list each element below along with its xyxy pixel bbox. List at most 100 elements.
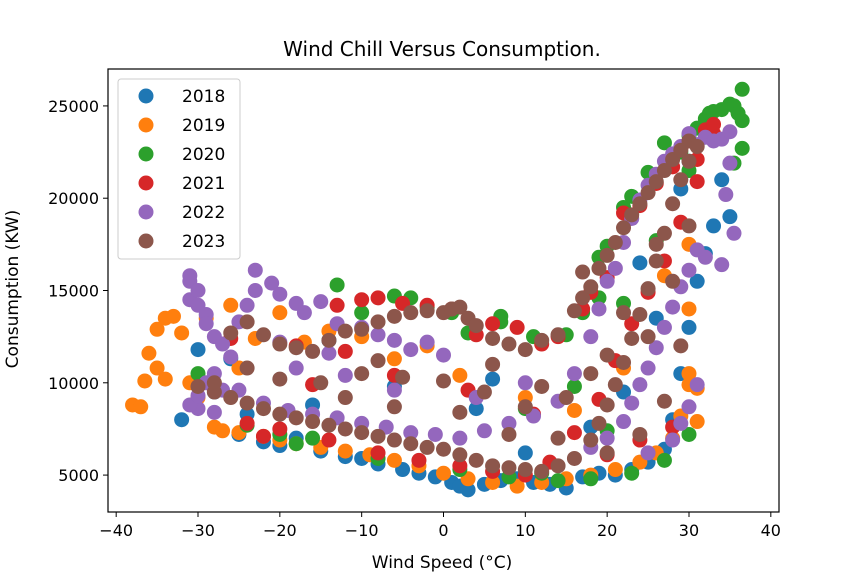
point-2023-79 (354, 366, 370, 382)
point-2023-61 (452, 447, 468, 463)
legend-label-2023: 2023 (182, 232, 225, 252)
point-2019-4 (149, 360, 165, 376)
point-2022-43 (476, 423, 492, 439)
point-2019-38 (681, 301, 697, 317)
point-2022-19 (247, 283, 263, 298)
point-2023-89 (337, 390, 353, 406)
point-2023-76 (206, 384, 222, 400)
point-2023-99 (632, 426, 648, 442)
point-2023-36 (656, 163, 672, 179)
point-2019-36 (689, 414, 705, 430)
point-2023-7 (305, 343, 321, 359)
point-2023-0 (190, 378, 206, 394)
point-2019-41 (223, 297, 239, 313)
point-2022-67 (718, 187, 734, 203)
point-2018-41 (468, 401, 484, 417)
point-2020-47 (681, 426, 697, 442)
point-2023-44 (656, 225, 672, 241)
point-2021-40 (370, 445, 386, 461)
point-2023-30 (607, 235, 623, 251)
point-2023-9 (337, 323, 353, 339)
point-2022-32 (436, 347, 451, 363)
point-2022-10 (206, 404, 222, 420)
point-2023-90 (386, 399, 402, 415)
point-2022-18 (239, 297, 255, 313)
point-2020-35 (734, 140, 750, 156)
point-2019-20 (386, 452, 402, 468)
point-2019-8 (165, 308, 181, 324)
x-tick-label: 10 (515, 521, 535, 540)
x-axis-ticks: −40 −30 −20 −10 0 10 20 30 40 (99, 512, 781, 540)
x-tick-label: −10 (345, 521, 379, 540)
x-tick-label: 20 (597, 521, 617, 540)
point-2023-56 (534, 463, 550, 479)
point-2020-49 (288, 436, 304, 452)
point-2023-5 (272, 336, 288, 352)
point-2023-26 (575, 290, 591, 306)
legend-label-2021: 2021 (182, 174, 225, 194)
point-2023-67 (354, 425, 370, 441)
x-tick-label: −30 (181, 521, 215, 540)
point-2019-22 (436, 465, 451, 481)
point-2023-83 (517, 399, 533, 415)
point-2020-34 (734, 81, 750, 97)
point-2023-71 (288, 410, 304, 426)
point-2023-84 (558, 390, 574, 406)
legend-marker-2018 (138, 88, 154, 104)
x-tick-label: −40 (99, 521, 133, 540)
point-2023-73 (255, 401, 271, 417)
point-2022-40 (403, 425, 419, 441)
point-2023-93 (550, 430, 566, 446)
point-2023-48 (624, 330, 640, 346)
point-2019-29 (607, 462, 623, 478)
point-2022-28 (370, 327, 386, 343)
point-2022-80 (616, 414, 632, 430)
point-2021-41 (321, 432, 337, 448)
point-2022-29 (386, 332, 402, 348)
point-2023-96 (648, 236, 664, 252)
point-2022-16 (223, 349, 239, 365)
point-2023-31 (616, 220, 632, 236)
point-2023-88 (681, 218, 697, 234)
point-2022-75 (656, 319, 672, 335)
point-2020-40 (566, 378, 582, 394)
point-2019-24 (485, 474, 501, 490)
point-2023-91 (452, 404, 468, 420)
point-2022-72 (681, 262, 697, 278)
point-2022-42 (452, 430, 468, 446)
point-2020-3 (305, 430, 321, 446)
legend-marker-2023 (138, 233, 154, 249)
point-2023-2 (223, 325, 239, 341)
point-2019-37 (681, 366, 697, 382)
point-2023-19 (468, 318, 484, 334)
legend-marker-2019 (138, 117, 154, 133)
y-tick-label: 10000 (48, 374, 99, 393)
y-tick-label: 15000 (48, 282, 99, 301)
point-2023-25 (566, 303, 582, 319)
point-2022-68 (726, 225, 742, 241)
point-2023-87 (665, 273, 681, 289)
point-2023-17 (452, 299, 468, 315)
point-2021-1 (255, 428, 271, 444)
point-2023-51 (599, 397, 615, 413)
point-2022-81 (599, 430, 615, 446)
legend-marker-2020 (138, 146, 154, 162)
point-2022-8 (215, 336, 231, 352)
point-2022-78 (632, 377, 648, 393)
point-2023-28 (591, 260, 607, 276)
point-2021-34 (566, 425, 582, 441)
point-2022-25 (313, 294, 329, 310)
point-2023-54 (566, 450, 582, 466)
point-2018-31 (689, 273, 705, 289)
point-2022-69 (714, 257, 730, 273)
point-2022-48 (583, 329, 599, 345)
point-2023-69 (321, 417, 337, 433)
point-2023-42 (673, 172, 689, 188)
point-2022-22 (272, 286, 288, 302)
point-2022-86 (681, 399, 697, 415)
point-2022-65 (722, 124, 738, 140)
point-2022-6 (198, 316, 214, 332)
point-2023-70 (305, 414, 321, 430)
point-2022-79 (624, 395, 640, 411)
